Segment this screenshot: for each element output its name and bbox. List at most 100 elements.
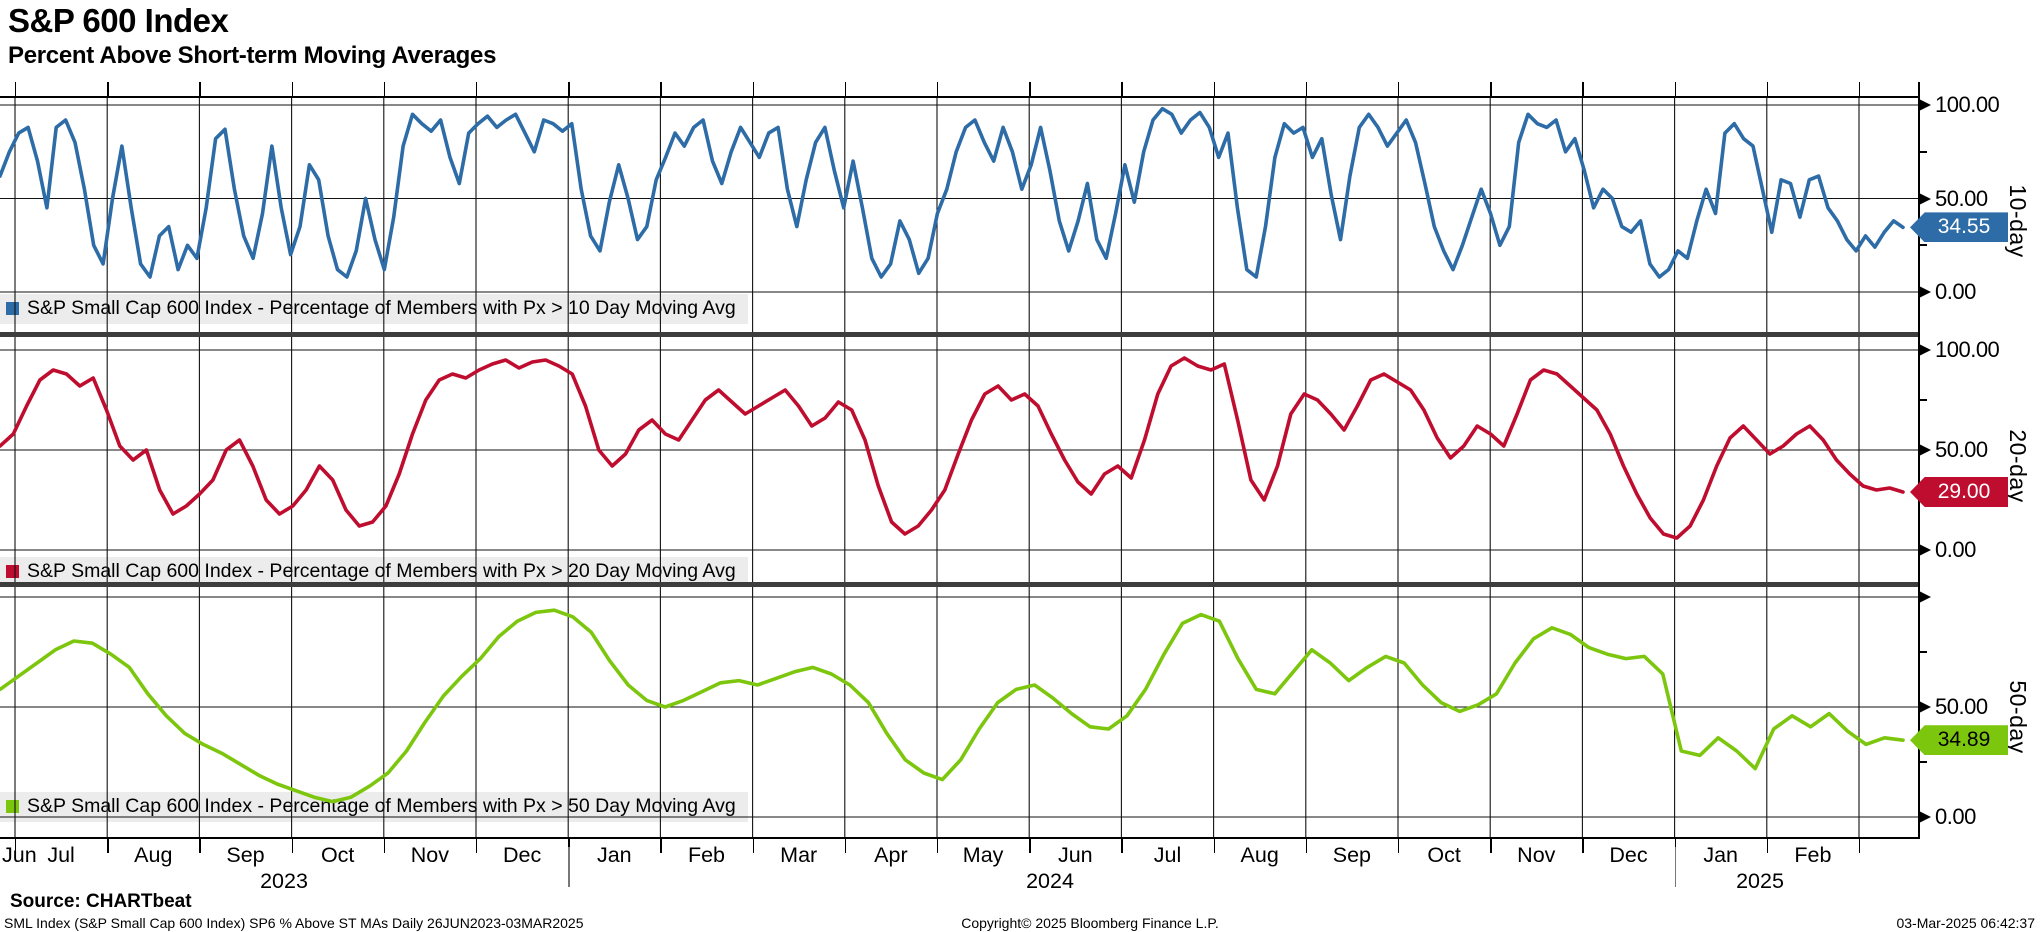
plot-area-50-day: S&P Small Cap 600 Index - Percentage of … [0,587,1918,838]
year-divider [568,847,570,887]
legend-item-10-day[interactable]: S&P Small Cap 600 Index - Percentage of … [0,294,748,324]
axis-arrow-icon [1919,701,1931,713]
month-tick [752,839,754,853]
minor-tick [1918,761,1927,763]
month-label: Sep [226,843,265,867]
chart-svg-50-day [0,587,1918,838]
month-label: Jun [1057,843,1093,867]
chart-meta-line: SML Index (S&P Small Cap 600 Index) SP6 … [4,915,584,931]
y-tick-label: 50.00 [1935,437,1988,462]
panel1-top-border [0,96,1919,98]
month-label: Oct [1427,843,1461,867]
chart-svg-10-day [0,97,1918,337]
axis-arrow-icon [1919,99,1931,111]
month-tick [107,82,109,97]
x-axis-line [0,837,1920,839]
y-tick-label: 0.00 [1935,537,1976,562]
month-tick [383,839,386,853]
panel-axis-title-20-day: 20-day [2005,429,2031,503]
month-tick [752,82,754,97]
source-label: Source: CHARTbeat [10,891,192,912]
month-label: Aug [1240,843,1279,867]
axis-arrow-icon [1919,192,1931,205]
month-tick [1674,839,1676,853]
y-tick-label: 50.00 [1935,185,1988,211]
month-label: Nov [410,843,449,867]
month-tick [937,839,939,853]
plot-area-20-day: S&P Small Cap 600 Index - Percentage of … [0,337,1918,587]
panel-separator-1 [0,332,1918,337]
series-line-10-day [0,106,1905,279]
last-value-badge-10-day[interactable]: 34.55 [1910,212,2008,243]
month-label: Aug [134,843,173,867]
month-label: Feb [1794,843,1832,867]
year-divider [1674,847,1677,887]
month-tick [568,839,570,853]
y-tick-label: 50.00 [1935,694,1988,719]
page-subtitle: Percent Above Short-term Moving Averages [8,42,497,69]
month-tick [15,82,17,97]
month-tick [937,82,939,97]
last-value-badge-20-day[interactable]: 29.00 [1910,477,2008,507]
month-label: Oct [320,843,355,867]
month-label: Jul [1153,843,1182,867]
right-axis-line [1918,82,1920,839]
top-month-ticks [0,82,1918,97]
series-line-50-day [0,608,1905,804]
panel-axis-title-50-day: 50-day [2005,679,2031,754]
y-tick-label: 100.00 [1935,92,2000,117]
timestamp: 03-Mar-2025 06:42:37 [1896,915,2035,931]
month-label: Mar [780,843,818,867]
y-axis-10-day: 100.00 50.00 0.00 34.55 10-day [1910,92,2041,337]
panel-separator-2 [0,582,1918,587]
month-label: Jul [47,843,75,867]
month-tick [1398,82,1400,97]
legend-label: S&P Small Cap 600 Index - Percentage of … [27,795,736,817]
month-tick [1766,82,1769,97]
month-label: Feb [687,843,726,867]
year-label: 2025 [1736,869,1784,893]
y-tick-label: 100.00 [1935,337,2000,362]
month-tick [15,839,17,853]
y-tick-label: 0.00 [1935,279,1976,304]
month-tick [199,839,201,853]
month-tick [1213,82,1215,97]
month-tick [1859,839,1861,853]
axis-arrow-icon [1919,286,1931,298]
legend-label: S&P Small Cap 600 Index - Percentage of … [27,297,736,319]
month-tick [291,82,293,97]
month-tick [199,82,201,97]
month-tick [844,839,847,853]
month-tick [660,82,662,97]
page-title: S&P 600 Index [8,2,229,39]
axis-arrow-icon [1919,344,1931,356]
y-tick-label: 0.00 [1935,804,1976,829]
axis-arrow-icon [1919,544,1931,556]
month-tick [1121,82,1123,97]
axis-arrow-icon [1919,591,1931,603]
month-tick [1029,82,1031,97]
chart-panel-10-day: S&P Small Cap 600 Index - Percentage of … [0,92,2041,337]
month-tick [476,82,478,97]
month-tick [383,82,386,97]
month-label: Dec [1609,843,1648,867]
month-tick [1121,839,1123,853]
series-line-20-day [0,356,1905,540]
minor-tick [1918,244,1927,247]
month-tick [1674,82,1676,97]
last-value-badge-50-day[interactable]: 34.89 [1910,725,2008,756]
month-label: Jun [2,843,37,867]
month-tick [1029,839,1031,853]
year-label: 2023 [260,869,308,893]
month-tick [1213,839,1215,853]
month-label: Jan [1703,843,1739,867]
legend-label: S&P Small Cap 600 Index - Percentage of … [27,560,736,582]
month-tick [1398,839,1400,853]
month-tick [1490,839,1492,853]
month-tick [1859,82,1861,97]
month-tick [1490,82,1492,97]
month-label: Nov [1517,843,1556,867]
month-tick [1766,839,1769,853]
plot-area-10-day: S&P Small Cap 600 Index - Percentage of … [0,97,1918,337]
